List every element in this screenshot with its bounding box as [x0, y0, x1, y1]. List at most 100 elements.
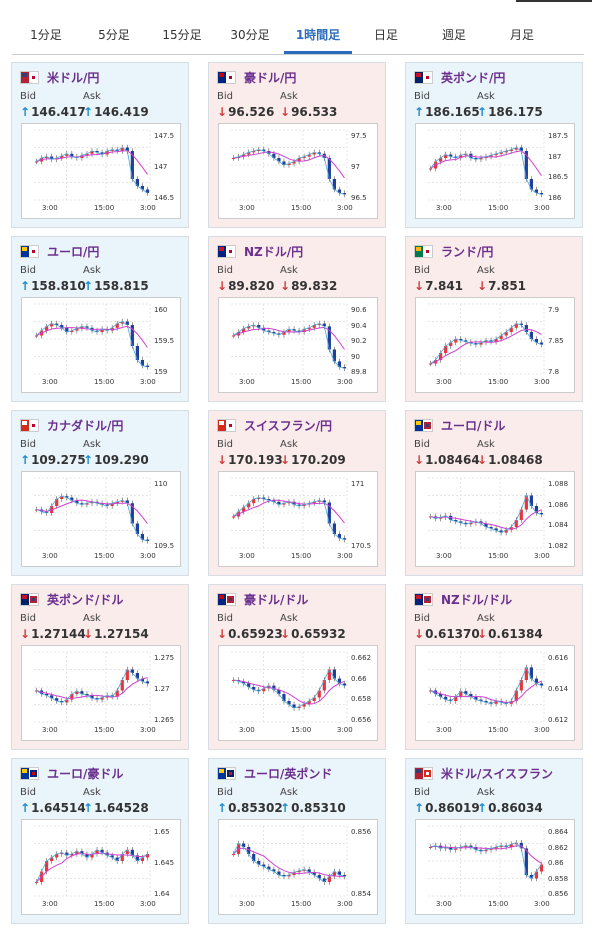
card-title[interactable]: 米ドル/スイスフラン [414, 765, 553, 782]
tab-timeframe[interactable]: 30分足 [230, 28, 270, 42]
card-title[interactable]: NZドル/ドル [414, 591, 512, 608]
tab-timeframe[interactable]: 15分足 [162, 28, 202, 42]
x-tick-label: 3:00 [140, 552, 156, 560]
y-tick-label: 97 [351, 163, 360, 171]
rate-card[interactable]: 米ドル/スイスフラン Bid Ask ↑0.86019 ↑0.86034 0.8… [405, 758, 583, 924]
y-tick-label: 186 [548, 194, 562, 202]
rate-card[interactable]: ユーロ/英ポンド Bid Ask ↑0.85302 ↑0.85310 0.856… [208, 758, 386, 924]
candlestick-chart[interactable]: 0.616 0.614 0.612 3:00 15:00 3:00 [415, 645, 575, 741]
ask-label: Ask [280, 91, 298, 102]
candlestick-chart[interactable]: 147.5 147 146.5 3:00 15:00 3:00 [21, 123, 181, 219]
x-tick-label: 3:00 [140, 726, 156, 734]
candlestick-chart[interactable]: 0.662 0.66 0.658 0.656 3:00 15:00 3:00 [218, 645, 378, 741]
card-title[interactable]: ランド/円 [414, 243, 493, 260]
x-tick-label: 3:00 [337, 726, 353, 734]
currency-pair-name: スイスフラン/円 [244, 419, 333, 433]
rate-card[interactable]: ユーロ/円 Bid Ask ↑158.810 ↑158.815 160 159.5… [11, 236, 189, 402]
ask-label: Ask [280, 787, 298, 798]
rate-card[interactable]: 豪ドル/ドル Bid Ask ↓0.65923 ↓0.65932 0.662 0.… [208, 584, 386, 750]
up-arrow-icon: ↑ [20, 105, 31, 119]
tab-timeframe[interactable]: 1時間足 [284, 18, 352, 54]
bid-value: ↑186.165 [414, 105, 480, 119]
rate-card[interactable]: NZドル/円 Bid Ask ↓89.820 ↓89.832 90.6 90.4 9… [208, 236, 386, 402]
x-tick-label: 3:00 [337, 900, 353, 908]
y-tick-label: 0.66 [351, 674, 367, 683]
candlestick-chart[interactable]: 7.9 7.85 7.8 3:00 15:00 3:00 [415, 297, 575, 393]
y-tick-label: 159 [154, 368, 168, 376]
card-title[interactable]: 米ドル/円 [20, 69, 99, 86]
currency-flag-icon [217, 593, 236, 606]
rate-card[interactable]: スイスフラン/円 Bid Ask ↓170.193 ↓170.209 171 17… [208, 410, 386, 576]
card-title[interactable]: スイスフラン/円 [217, 417, 332, 434]
x-tick-label: 3:00 [436, 378, 452, 386]
candlestick-chart[interactable]: 0.856 0.854 3:00 15:00 3:00 [218, 819, 378, 915]
card-title[interactable]: ユーロ/豪ドル [20, 765, 123, 782]
rate-card[interactable]: ユーロ/ドル Bid Ask ↓1.08464 ↓1.08468 1.088 1.… [405, 410, 583, 576]
y-tick-label: 0.616 [548, 654, 569, 662]
rate-card[interactable]: 豪ドル/円 Bid Ask ↓96.526 ↓96.533 97.5 97 96.5… [208, 62, 386, 228]
candlestick-chart[interactable]: 187.5 187 186.5 186 3:00 15:00 3:00 [415, 123, 575, 219]
bid-label: Bid [20, 787, 36, 798]
y-tick-label: 0.856 [351, 828, 372, 836]
y-tick-label: 7.8 [548, 368, 560, 376]
candlestick-chart[interactable]: 90.6 90.4 90.2 90 89.8 3:00 15:00 3:00 [218, 297, 378, 393]
tab-timeframe[interactable]: 1分足 [30, 28, 62, 42]
x-tick-label: 3:00 [239, 204, 255, 212]
card-title[interactable]: NZドル/円 [217, 243, 303, 260]
rate-card[interactable]: 英ポンド/円 Bid Ask ↑186.165 ↑186.175 187.5 18… [405, 62, 583, 228]
x-tick-label: 3:00 [534, 726, 550, 734]
candlestick-chart[interactable]: 110 109.5 3:00 15:00 3:00 [21, 471, 181, 567]
card-title[interactable]: ユーロ/円 [20, 243, 99, 260]
rate-card[interactable]: 英ポンド/ドル Bid Ask ↓1.27144 ↓1.27154 1.275 1… [11, 584, 189, 750]
y-tick-label: 170.5 [351, 542, 372, 550]
tab-timeframe[interactable]: 5分足 [98, 28, 130, 42]
currency-pair-name: カナダドル/円 [47, 419, 124, 433]
x-tick-label: 3:00 [140, 900, 156, 908]
ask-value: ↑0.86034 [477, 801, 543, 815]
candlestick-chart[interactable]: 1.65 1.645 1.64 3:00 15:00 3:00 [21, 819, 181, 915]
y-tick-label: 109.5 [154, 542, 175, 550]
currency-pair-name: ユーロ/円 [47, 245, 100, 259]
bid-label: Bid [217, 91, 233, 102]
x-tick-label: 15:00 [94, 378, 115, 386]
candlestick-chart[interactable]: 1.275 1.27 1.265 3:00 15:00 3:00 [21, 645, 181, 741]
tab-timeframe[interactable]: 週足 [441, 28, 466, 42]
rate-card[interactable]: ユーロ/豪ドル Bid Ask ↑1.64514 ↑1.64528 1.65 1.… [11, 758, 189, 924]
x-tick-label: 15:00 [291, 900, 312, 908]
x-tick-label: 3:00 [239, 900, 255, 908]
card-title[interactable]: 豪ドル/円 [217, 69, 296, 86]
candlestick-chart[interactable]: 97.5 97 96.5 3:00 15:00 3:00 [218, 123, 378, 219]
up-arrow-icon: ↑ [83, 279, 94, 293]
bid-value: ↑0.86019 [414, 801, 480, 815]
rate-card[interactable]: 米ドル/円 Bid Ask ↑146.417 ↑146.419 147.5 147… [11, 62, 189, 228]
card-title[interactable]: ユーロ/英ポンド [217, 765, 332, 782]
rate-card[interactable]: ランド/円 Bid Ask ↓7.841 ↓7.851 7.9 7.85 7.8 3:… [405, 236, 583, 402]
card-title[interactable]: カナダドル/円 [20, 417, 123, 434]
y-tick-label: 97.5 [351, 132, 367, 140]
currency-flag-icon [20, 767, 39, 780]
card-title[interactable]: 英ポンド/ドル [20, 591, 123, 608]
candlestick-chart[interactable]: 171 170.5 3:00 15:00 3:00 [218, 471, 378, 567]
ask-value: ↓0.65932 [280, 627, 346, 641]
candlestick-chart[interactable]: 0.864 0.862 0.86 0.858 0.856 3:00 15:00 3:00 [415, 819, 575, 915]
x-tick-label: 3:00 [140, 378, 156, 386]
x-tick-label: 3:00 [337, 204, 353, 212]
candlestick-chart[interactable]: 160 159.5 159 3:00 15:00 3:00 [21, 297, 181, 393]
y-tick-label: 1.65 [154, 828, 170, 836]
rate-card[interactable]: NZドル/ドル Bid Ask ↓0.61370 ↓0.61384 0.616 0… [405, 584, 583, 750]
x-tick-label: 3:00 [436, 204, 452, 212]
card-title[interactable]: 英ポンド/円 [414, 69, 505, 86]
candlestick-chart[interactable]: 1.088 1.086 1.084 1.082 3:00 15:00 3:00 [415, 471, 575, 567]
ask-value: ↓1.08468 [477, 453, 543, 467]
up-arrow-icon: ↑ [217, 801, 228, 815]
rate-card[interactable]: カナダドル/円 Bid Ask ↑109.275 ↑109.290 110 109… [11, 410, 189, 576]
tab-timeframe[interactable]: 日足 [373, 28, 398, 42]
down-arrow-icon: ↓ [477, 453, 488, 467]
y-tick-label: 0.86 [548, 859, 564, 867]
card-title[interactable]: ユーロ/ドル [414, 417, 505, 434]
tab-timeframe[interactable]: 月足 [509, 28, 534, 42]
bid-value: ↑109.275 [20, 453, 86, 467]
x-tick-label: 3:00 [534, 378, 550, 386]
card-title[interactable]: 豪ドル/ドル [217, 591, 308, 608]
ask-value: ↓0.61384 [477, 627, 543, 641]
